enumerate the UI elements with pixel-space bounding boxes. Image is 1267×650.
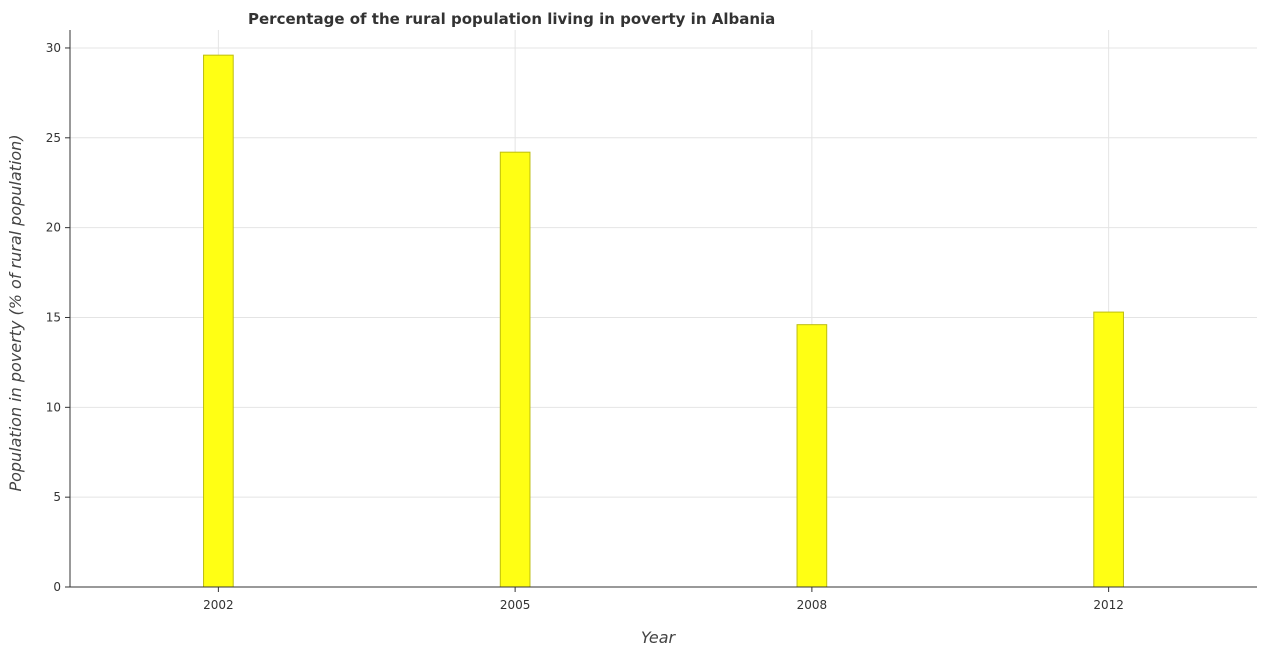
bar-2005 xyxy=(499,151,531,588)
bar-2008 xyxy=(796,324,828,588)
y-tick-label: 20 xyxy=(46,221,61,235)
y-tick-label: 10 xyxy=(46,400,61,414)
chart-title: Percentage of the rural population livin… xyxy=(248,10,775,28)
bars xyxy=(203,54,1124,588)
bar-2002 xyxy=(203,54,234,588)
y-tick-label: 5 xyxy=(53,490,61,504)
grid xyxy=(70,30,1257,588)
x-tick-label: 2005 xyxy=(500,598,531,612)
axes: 0 5 10 15 20 25 30 2002 2005 2008 2012 xyxy=(46,30,1257,612)
bar-2012 xyxy=(1093,311,1124,588)
x-tick-label: 2002 xyxy=(203,598,234,612)
y-tick-label: 15 xyxy=(46,310,61,324)
x-axis-label: Year xyxy=(641,628,677,647)
x-tick-label: 2012 xyxy=(1093,598,1124,612)
x-tick-label: 2008 xyxy=(797,598,828,612)
y-tick-label: 25 xyxy=(46,131,61,145)
y-axis-label: Population in poverty (% of rural popula… xyxy=(6,134,25,491)
y-tick-label: 30 xyxy=(46,41,61,55)
y-tick-label: 0 xyxy=(53,580,61,594)
